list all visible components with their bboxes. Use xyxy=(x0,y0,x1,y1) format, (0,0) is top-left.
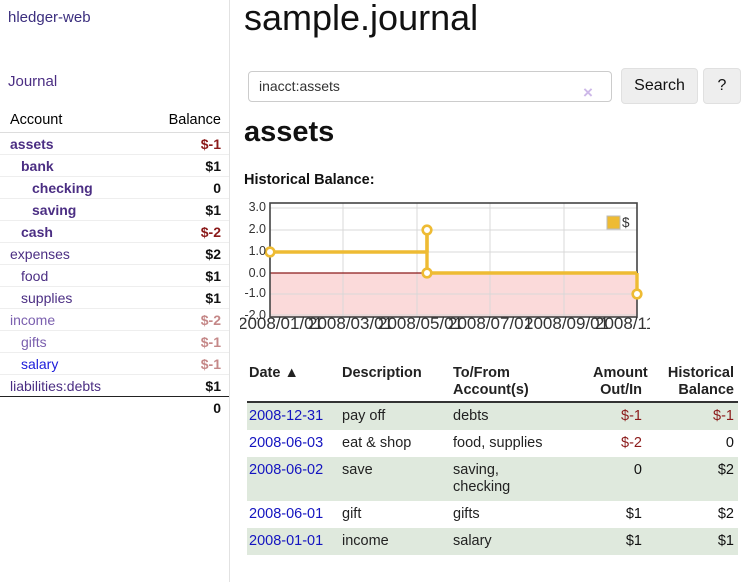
svg-text:3.0: 3.0 xyxy=(249,200,266,214)
svg-text:1.0: 1.0 xyxy=(249,244,266,258)
svg-text:$: $ xyxy=(622,215,630,230)
svg-text:2008/11/01: 2008/11/01 xyxy=(595,314,650,333)
svg-text:-1.0: -1.0 xyxy=(244,286,266,300)
svg-text:0.0: 0.0 xyxy=(249,266,266,280)
svg-text:2008/07/01: 2008/07/01 xyxy=(448,314,533,333)
svg-text:2.0: 2.0 xyxy=(249,222,266,236)
